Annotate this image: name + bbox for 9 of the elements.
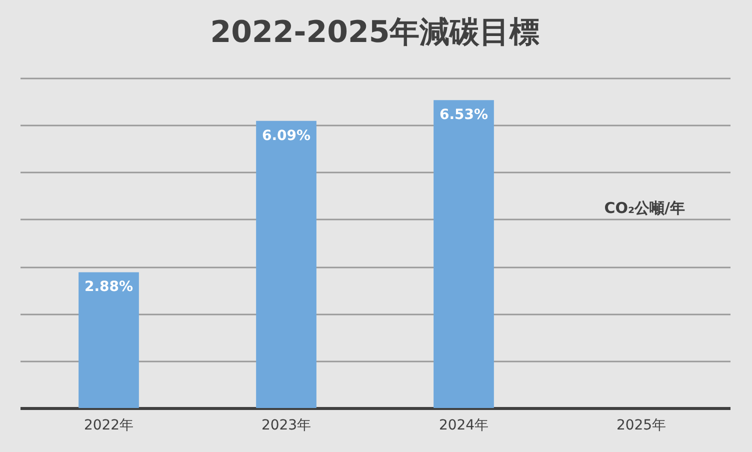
x-tick-label: 2025年 (616, 418, 666, 434)
data-label: 6.53% (439, 107, 488, 124)
chart-title: 2022-2025年減碳目標 (210, 15, 540, 50)
x-tick-label: 2023年 (261, 418, 312, 434)
annotation: CO₂公噸/年 (604, 199, 685, 217)
data-label: 6.09% (262, 128, 311, 144)
data-label: 2.88% (84, 279, 134, 296)
x-tick-label: 2022年 (84, 418, 134, 434)
x-tick-label: 2024年 (438, 418, 489, 434)
